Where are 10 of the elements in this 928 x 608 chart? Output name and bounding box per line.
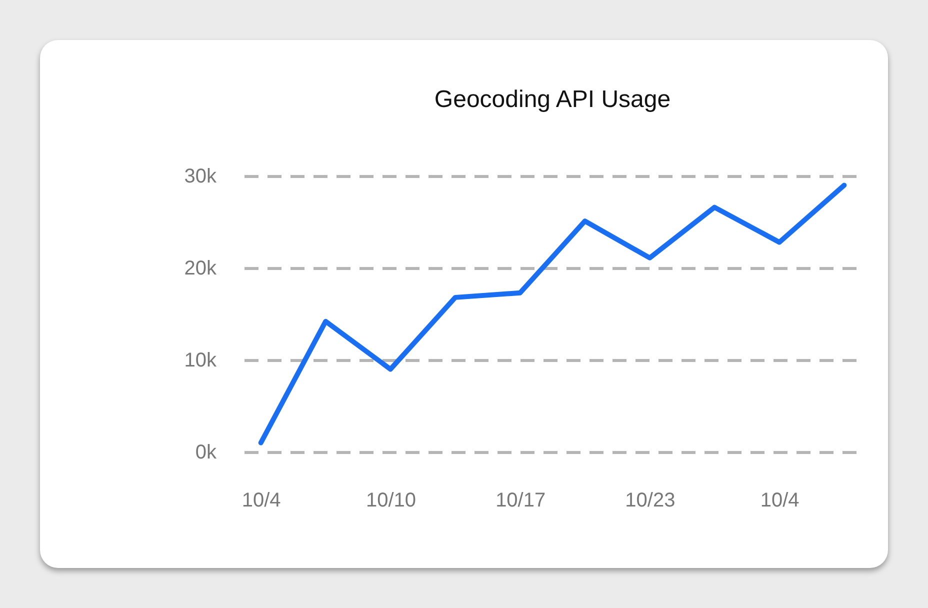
y-tick-label: 20k: [184, 258, 218, 280]
chart-title: Geocoding API Usage: [434, 86, 671, 113]
y-tick-label: 30k: [184, 166, 218, 188]
x-tick-label: 10/17: [496, 490, 546, 512]
x-tick-label: 10/4: [760, 490, 800, 512]
y-tick-label: 10k: [184, 350, 218, 372]
x-tick-label: 10/10: [366, 490, 416, 512]
x-tick-label: 10/23: [625, 490, 676, 512]
x-tick-label: 10/4: [242, 490, 281, 512]
y-tick-label: 0k: [195, 442, 218, 464]
